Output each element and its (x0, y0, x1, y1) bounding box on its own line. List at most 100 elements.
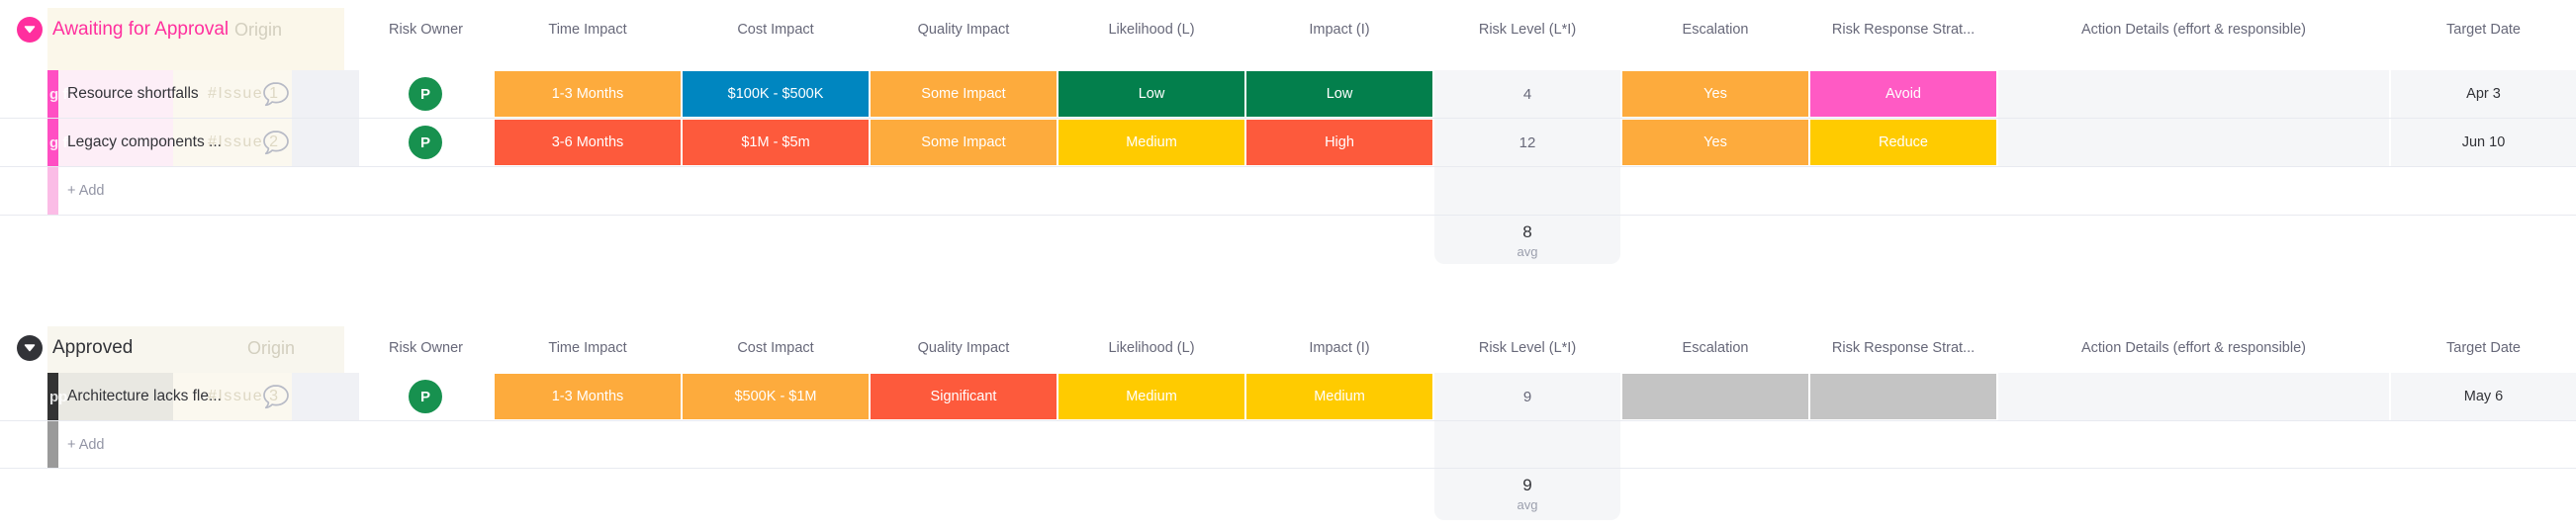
ghost-text: g f (49, 133, 68, 151)
column-header-impact: Impact (I) (1309, 340, 1370, 356)
item-name[interactable]: Architecture lacks fle... (67, 388, 222, 404)
column-header-risk-response: Risk Response Strat... (1831, 22, 1976, 38)
group-color-bar (47, 119, 58, 166)
impact-cell[interactable]: Medium (1246, 374, 1432, 419)
column-header-escalation: Escalation (1682, 22, 1749, 38)
collapse-group-icon[interactable] (17, 17, 43, 43)
risk-level-cell (1434, 167, 1620, 215)
group-title[interactable]: Approved (52, 337, 134, 358)
likelihood-cell[interactable]: Low (1058, 71, 1244, 117)
action-details-cell[interactable] (1998, 70, 2389, 118)
quality-impact-cell[interactable]: Some Impact (871, 120, 1057, 165)
add-item-row[interactable]: + Add (0, 421, 2576, 469)
collapse-group-icon[interactable] (17, 335, 43, 361)
summary-label: avg (1517, 244, 1538, 259)
quality-impact-cell[interactable]: Some Impact (871, 71, 1057, 117)
drag-ghost-tint (173, 373, 292, 420)
table-row[interactable]: g f #Issue 2 Legacy components ... P 3-6… (0, 119, 2576, 166)
group-header-approved: Origin Approved Risk Owner Time Impact C… (0, 326, 2576, 373)
risk-level-cell[interactable]: 12 (1434, 119, 1620, 166)
column-header-quality-impact: Quality Impact (917, 340, 1010, 356)
cost-impact-cell[interactable]: $100K - $500K (683, 71, 869, 117)
action-details-cell[interactable] (1998, 119, 2389, 166)
quality-impact-cell[interactable]: Significant (871, 374, 1057, 419)
table-row[interactable]: g f #Issue 1 Resource shortfalls P 1-3 M… (0, 70, 2576, 118)
likelihood-cell[interactable]: Medium (1058, 374, 1244, 419)
escalation-cell[interactable]: Yes (1622, 71, 1808, 117)
ghost-text: pp (49, 388, 68, 405)
drag-ghost-tint (58, 119, 173, 166)
add-item-button[interactable]: + Add (67, 183, 105, 199)
item-name[interactable]: Resource shortfalls (67, 85, 199, 102)
row-divider (0, 118, 2576, 119)
drag-ghost-tint (58, 70, 173, 118)
group-title[interactable]: Awaiting for Approval (52, 19, 230, 40)
group-color-bar (47, 421, 58, 469)
column-header-time-impact: Time Impact (548, 340, 627, 356)
risk-owner-avatar[interactable]: P (409, 380, 442, 413)
risk-response-cell[interactable] (1810, 374, 1996, 419)
risk-owner-avatar[interactable]: P (409, 126, 442, 159)
risk-level-cell[interactable]: 4 (1434, 70, 1620, 118)
risk-response-cell[interactable]: Avoid (1810, 71, 1996, 117)
column-header-risk-level: Risk Level (L*I) (1478, 22, 1577, 38)
ghost-text: g f (49, 85, 68, 103)
cost-impact-cell[interactable]: $1M - $5m (683, 120, 869, 165)
cost-impact-cell[interactable]: $500K - $1M (683, 374, 869, 419)
column-header-cost-impact: Cost Impact (737, 22, 814, 38)
target-date-value: Apr 3 (2466, 86, 2501, 102)
column-header-target-date: Target Date (2446, 22, 2521, 38)
column-header-quality-impact: Quality Impact (917, 22, 1010, 38)
column-header-risk-level: Risk Level (L*I) (1478, 340, 1577, 356)
column-header-risk-owner: Risk Owner (389, 22, 463, 38)
impact-cell[interactable]: High (1246, 120, 1432, 165)
time-impact-cell[interactable]: 3-6 Months (495, 120, 681, 165)
item-name[interactable]: Legacy components ... (67, 133, 222, 150)
group-color-bar (47, 373, 58, 420)
column-header-time-impact: Time Impact (548, 22, 627, 38)
column-header-target-date: Target Date (2446, 340, 2521, 356)
time-impact-cell[interactable]: 1-3 Months (495, 71, 681, 117)
chevron-down-icon (24, 343, 36, 351)
target-date-cell[interactable]: Apr 3 (2391, 70, 2576, 118)
row-divider (0, 166, 2576, 167)
escalation-cell[interactable] (1622, 374, 1808, 419)
risk-owner-avatar[interactable]: P (409, 77, 442, 111)
time-impact-cell[interactable]: 1-3 Months (495, 374, 681, 419)
column-header-cost-impact: Cost Impact (737, 340, 814, 356)
group-color-bar (47, 167, 58, 215)
column-header-risk-response: Risk Response Strat... (1831, 340, 1976, 356)
risk-response-cell[interactable]: Reduce (1810, 120, 1996, 165)
target-date-value: May 6 (2463, 389, 2504, 404)
impact-cell[interactable]: Low (1246, 71, 1432, 117)
escalation-cell[interactable]: Yes (1622, 120, 1808, 165)
column-header-likelihood: Likelihood (L) (1108, 340, 1195, 356)
column-header-risk-owner: Risk Owner (389, 340, 463, 356)
target-date-cell[interactable]: May 6 (2391, 373, 2576, 420)
table-row[interactable]: pp #Issue 3 Architecture lacks fle... P … (0, 373, 2576, 420)
add-item-button[interactable]: + Add (67, 437, 105, 453)
row-divider (0, 468, 2576, 469)
add-item-row[interactable]: + Add (0, 167, 2576, 215)
risk-level-summary: 9 avg (1434, 469, 1620, 520)
column-header-likelihood: Likelihood (L) (1108, 22, 1195, 38)
target-date-cell[interactable]: Jun 10 (2391, 119, 2576, 166)
comment-bubble-icon[interactable] (261, 129, 291, 156)
column-header-action-details: Action Details (effort & responsible) (2080, 340, 2306, 356)
comment-bubble-icon[interactable] (261, 383, 291, 410)
column-header-escalation: Escalation (1682, 340, 1749, 356)
risk-level-cell (1434, 421, 1620, 469)
likelihood-cell[interactable]: Medium (1058, 120, 1244, 165)
drag-ghost-tint (58, 373, 173, 420)
ghost-item-name: #Issue 3 (208, 388, 280, 404)
risk-level-value: 4 (1522, 85, 1532, 103)
risk-level-summary: 8 avg (1434, 216, 1620, 264)
drag-ghost-band (47, 326, 344, 373)
risk-level-value: 9 (1522, 388, 1532, 405)
risk-level-cell[interactable]: 9 (1434, 373, 1620, 420)
chevron-down-icon (24, 25, 36, 33)
target-date-value: Jun 10 (2461, 134, 2506, 150)
comment-bubble-icon[interactable] (261, 80, 291, 108)
action-details-cell[interactable] (1998, 373, 2389, 420)
